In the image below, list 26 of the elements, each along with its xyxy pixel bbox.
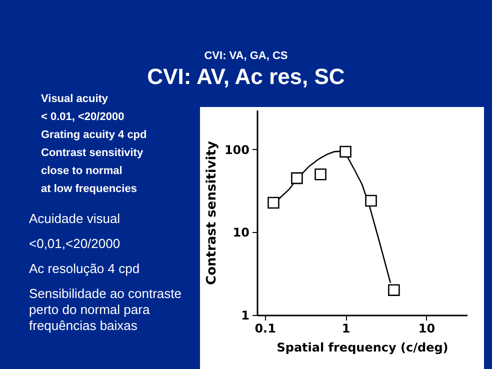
x-tick-label: 0.1: [254, 322, 276, 336]
text: < 0.01, <20/2000: [41, 111, 124, 123]
chart-title: CVI: AV, Ac res, SC: [146, 64, 346, 90]
text: close to normal: [41, 165, 122, 177]
x-axis-title: Spatial frequency (c/deg): [276, 340, 448, 354]
point: [268, 196, 280, 209]
y-tick-label: 1: [241, 308, 250, 322]
point: [340, 146, 352, 158]
text: <0,01,<20/2000: [29, 236, 122, 252]
chart-subtitle: CVI: VA, GA, CS: [203, 50, 289, 62]
text: Sensibilidade ao contraste perto do normal para frequências baixas: [29, 286, 182, 334]
point: [388, 284, 400, 296]
x-tick-label: 1: [342, 322, 350, 336]
text: at low frequencies: [41, 183, 137, 195]
y-tick-label: 100: [224, 142, 250, 157]
y-axis-title: Contrast sensitivity: [204, 140, 220, 285]
text: Visual acuity: [41, 93, 108, 105]
text: Acuidade visual: [29, 211, 122, 227]
text: Grating acuity 4 cpd: [41, 129, 147, 141]
point: [314, 168, 326, 180]
text: Ac resolução 4 cpd: [29, 261, 141, 277]
y-tick-label: 10: [232, 226, 250, 240]
text: Contrast sensitivity: [41, 147, 144, 159]
point: [365, 194, 377, 207]
point: [291, 172, 303, 184]
x-tick-label: 10: [418, 322, 436, 336]
